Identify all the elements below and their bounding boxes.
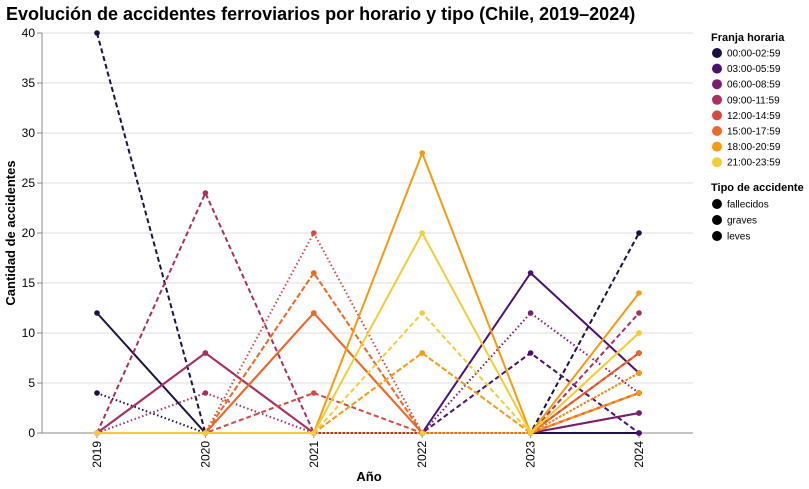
chart-title: Evolución de accidentes ferroviarios por… — [6, 4, 635, 24]
series-00-00-02-59-fallecidos-point — [94, 30, 100, 36]
series-18-00-20-59-leves-point — [419, 150, 426, 156]
series-03-00-05-59-fallecidos-point — [527, 350, 534, 356]
series-21-00-23-59-graves-point — [419, 430, 426, 436]
series-21-00-23-59-leves-line — [97, 232, 640, 434]
series-21-00-23-59-leves-point — [419, 230, 426, 236]
grid — [42, 32, 693, 434]
legend-label-fallecidos: fallecidos — [727, 200, 769, 211]
series-21-00-23-59-leves-point — [311, 430, 317, 436]
x-tick-label: 2019 — [90, 441, 104, 468]
series-21-00-23-59-leves-point — [636, 330, 642, 336]
legend-swatch-00-00-02-59 — [712, 48, 722, 58]
legend-swatch-03-00-05-59 — [712, 63, 722, 74]
series-09-00-11-59-graves-point — [202, 390, 209, 396]
legend-swatch-leves — [712, 231, 722, 241]
x-tick-label: 2024 — [632, 441, 646, 468]
legend: Franja horaria 00:00-02:59 03:00-05:59 06:… — [711, 32, 804, 243]
series-18-00-20-59-graves-point — [636, 370, 642, 376]
series-06-00-08-59-graves-line — [97, 312, 640, 434]
series-06-00-08-59-graves-point — [527, 310, 534, 316]
y-tick-label: 30 — [22, 126, 36, 140]
series-09-00-11-59-fallecidos-point — [636, 310, 642, 316]
legend-tipo-title: Tipo de accidente — [711, 182, 804, 194]
series-12-00-14-59-fallecidos-point — [311, 390, 317, 396]
y-tick-label: 40 — [22, 26, 36, 40]
x-axis: 2019 2020 2021 2022 2023 2024 — [90, 433, 646, 468]
series-15-00-17-59-graves-point — [311, 270, 317, 276]
legend-label-12-00-14-59: 12:00-14:59 — [727, 111, 781, 122]
series-03-00-05-59-fallecidos-point — [636, 430, 642, 436]
y-tick-label: 25 — [22, 176, 36, 190]
series-18-00-20-59-fallecidos-point — [636, 390, 642, 396]
legend-swatch-12-00-14-59 — [712, 110, 722, 121]
series-group — [94, 30, 642, 436]
legend-swatch-fallecidos — [712, 199, 722, 209]
legend-franjas: 00:00-02:59 03:00-05:59 06:00-08:59 09:00-1… — [712, 48, 781, 169]
legend-label-graves: graves — [727, 216, 757, 227]
series-15-00-17-59-fallecidos-point — [636, 350, 642, 356]
series-00-00-02-59-graves-point — [94, 390, 100, 396]
y-tick-label: 35 — [22, 76, 36, 90]
y-tick-label: 15 — [22, 276, 36, 290]
y-tick-label: 10 — [22, 326, 36, 340]
x-tick-label: 2021 — [307, 441, 321, 468]
y-tick-label: 0 — [28, 426, 35, 440]
legend-label-09-00-11-59: 09:00-11:59 — [727, 95, 780, 106]
legend-swatch-09-00-11-59 — [712, 94, 722, 105]
legend-label-15-00-17-59: 15:00-17:59 — [727, 127, 781, 138]
series-18-00-20-59-graves-point — [419, 350, 426, 356]
legend-swatch-06-00-08-59 — [712, 79, 722, 90]
series-03-00-05-59-leves-point — [527, 270, 534, 276]
y-axis: 0 5 10 15 20 25 30 35 40 — [22, 26, 42, 440]
legend-label-00-00-02-59: 00:00-02:59 — [727, 49, 781, 60]
series-12-00-14-59-graves-point — [311, 230, 317, 236]
series-18-00-20-59-graves-line — [97, 352, 640, 434]
series-15-00-17-59-leves-point — [311, 310, 317, 316]
series-00-00-02-59-graves-line — [96, 392, 639, 434]
series-09-00-11-59-fallecidos-point — [202, 190, 209, 196]
series-21-00-23-59-leves-point — [202, 430, 209, 436]
legend-franja-title: Franja horaria — [711, 32, 785, 44]
legend-tipos: fallecidos graves leves — [712, 199, 769, 243]
series-18-00-20-59-leves-line — [97, 152, 640, 434]
series-18-00-20-59-leves-point — [636, 290, 642, 296]
series-21-00-23-59-fallecidos-point — [419, 310, 426, 316]
x-tick-label: 2023 — [524, 441, 538, 468]
legend-label-leves: leves — [727, 232, 750, 243]
x-axis-title: Año — [356, 469, 381, 484]
series-09-00-11-59-leves-point — [202, 350, 209, 356]
series-06-00-08-59-leves-point — [636, 410, 642, 416]
legend-label-18-00-20-59: 18:00-20:59 — [727, 142, 781, 153]
y-tick-label: 5 — [28, 376, 35, 390]
x-tick-label: 2020 — [198, 441, 212, 468]
series-21-00-23-59-leves-point — [94, 430, 100, 436]
legend-label-21-00-23-59: 21:00-23:59 — [727, 158, 781, 169]
series-00-00-02-59-fallecidos-point — [636, 230, 642, 236]
legend-swatch-15-00-17-59 — [712, 126, 722, 136]
series-21-00-23-59-leves-point — [527, 430, 534, 436]
y-axis-title: Cantidad de accidentes — [3, 160, 18, 305]
series-00-00-02-59-leves-point — [94, 310, 100, 316]
legend-swatch-graves — [712, 215, 722, 225]
x-tick-label: 2022 — [415, 441, 429, 468]
legend-swatch-21-00-23-59 — [712, 157, 722, 168]
legend-label-06-00-08-59: 06:00-08:59 — [727, 80, 781, 91]
legend-swatch-18-00-20-59 — [712, 141, 722, 152]
y-tick-label: 20 — [22, 226, 36, 240]
legend-label-03-00-05-59: 03:00-05:59 — [727, 64, 781, 75]
